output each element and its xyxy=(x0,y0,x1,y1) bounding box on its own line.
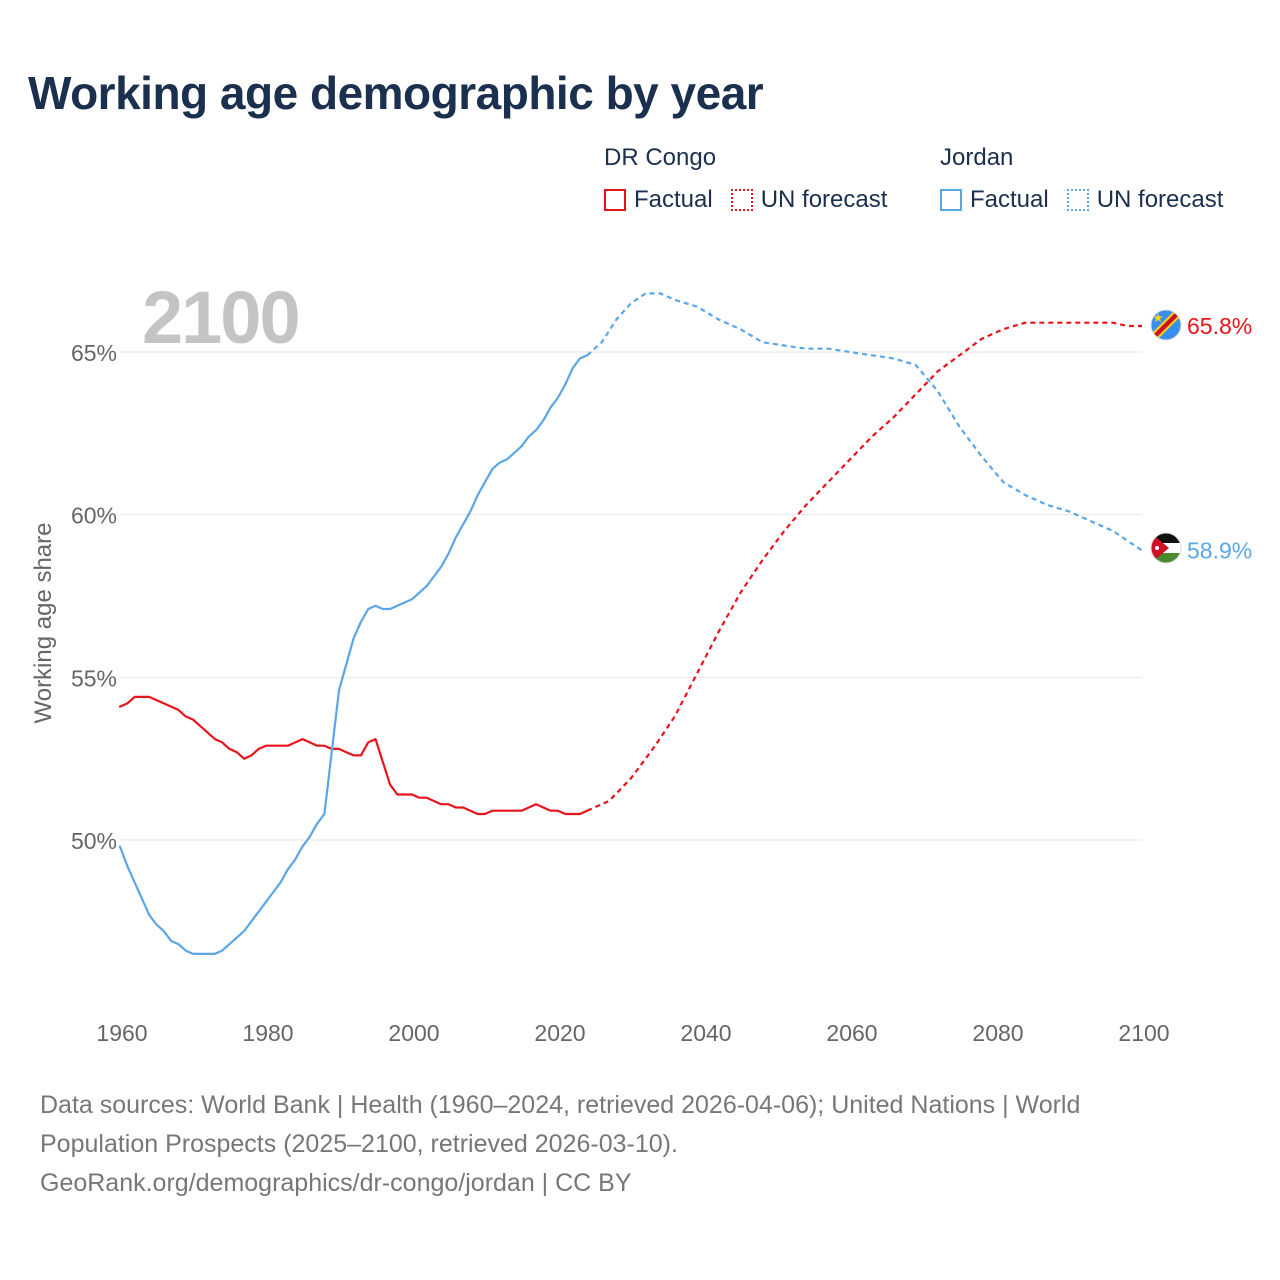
dr-congo-flag-ring xyxy=(1150,309,1182,341)
y-tick-label-55: 55% xyxy=(71,665,117,691)
jordan-flag-icon xyxy=(1151,533,1181,563)
legend-country-jordan: Jordan xyxy=(940,144,1014,171)
footer-sources-line-2: Population Prospects (2025–2100, retriev… xyxy=(40,1130,678,1158)
x-tick-label-2100: 2100 xyxy=(1118,1020,1169,1046)
year-watermark: 2100 xyxy=(142,276,299,359)
x-tick-label-2020: 2020 xyxy=(534,1020,585,1046)
footer-credit-link[interactable]: GeoRank.org/demographics/dr-congo/jordan… xyxy=(40,1169,632,1197)
series-line-forecast-jordan xyxy=(586,292,1143,552)
legend-label-factual-jordan: Factual xyxy=(970,186,1049,213)
x-tick-label-2000: 2000 xyxy=(388,1020,439,1046)
legend-swatch-forecast-jordan xyxy=(1066,189,1089,211)
chart-title: Working age demographic by year xyxy=(28,67,764,119)
series-line-forecast-dr-congo xyxy=(586,321,1142,812)
legend-country-dr-congo: DR Congo xyxy=(604,144,717,171)
line-chart: 2100 50% 55% 60% 65% 1960 1980 2000 2020 2040 206… xyxy=(30,276,1252,1046)
end-value-label-jordan: 58.9% xyxy=(1187,537,1252,563)
x-tick-label-2060: 2060 xyxy=(826,1020,877,1046)
legend-label-forecast-jordan: UN forecast xyxy=(1096,186,1224,213)
footer: Data sources: World Bank | Health (1960–… xyxy=(40,1086,1240,1203)
jordan-flag-ring xyxy=(1150,532,1182,564)
x-tick-label-1980: 1980 xyxy=(242,1020,293,1046)
x-tick-label-2080: 2080 xyxy=(972,1020,1023,1046)
series-line-factual-jordan xyxy=(118,354,589,956)
legend-label-forecast-dr-congo: UN forecast xyxy=(760,186,888,213)
legend-label-factual-dr-congo: Factual xyxy=(634,186,713,213)
end-value-label-dr-congo: 65.8% xyxy=(1187,313,1252,339)
legend-group-jordan: Jordan Factual UN forecast xyxy=(940,144,1223,214)
series-line-factual-dr-congo xyxy=(118,695,589,816)
legend-swatch-factual-jordan xyxy=(940,189,962,211)
dr-congo-flag-icon xyxy=(1151,310,1181,340)
y-axis-title: Working age share xyxy=(30,523,57,724)
footer-sources-line-1: Data sources: World Bank | Health (1960–… xyxy=(40,1091,1081,1119)
x-tick-label-1960: 1960 xyxy=(96,1020,147,1046)
y-tick-label-65: 65% xyxy=(71,340,117,366)
legend-swatch-factual-dr-congo xyxy=(604,189,626,211)
y-tick-label-60: 60% xyxy=(71,503,117,529)
legend-swatch-forecast-dr-congo xyxy=(730,189,753,211)
legend-group-dr-congo: DR Congo Factual UN forecast xyxy=(604,144,905,214)
x-tick-label-2040: 2040 xyxy=(680,1020,731,1046)
y-tick-label-50: 50% xyxy=(71,828,117,854)
